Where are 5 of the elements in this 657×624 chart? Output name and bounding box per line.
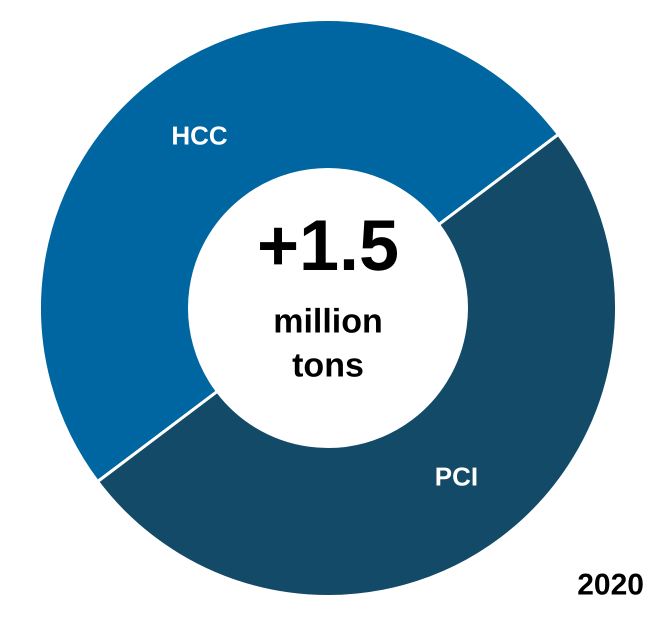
- text: million tons: [273, 302, 383, 384]
- text: +1.5: [256, 206, 400, 286]
- slice-label: HCC: [171, 120, 228, 151]
- slice-label: PCI: [434, 462, 478, 492]
- text: 2020: [577, 568, 644, 602]
